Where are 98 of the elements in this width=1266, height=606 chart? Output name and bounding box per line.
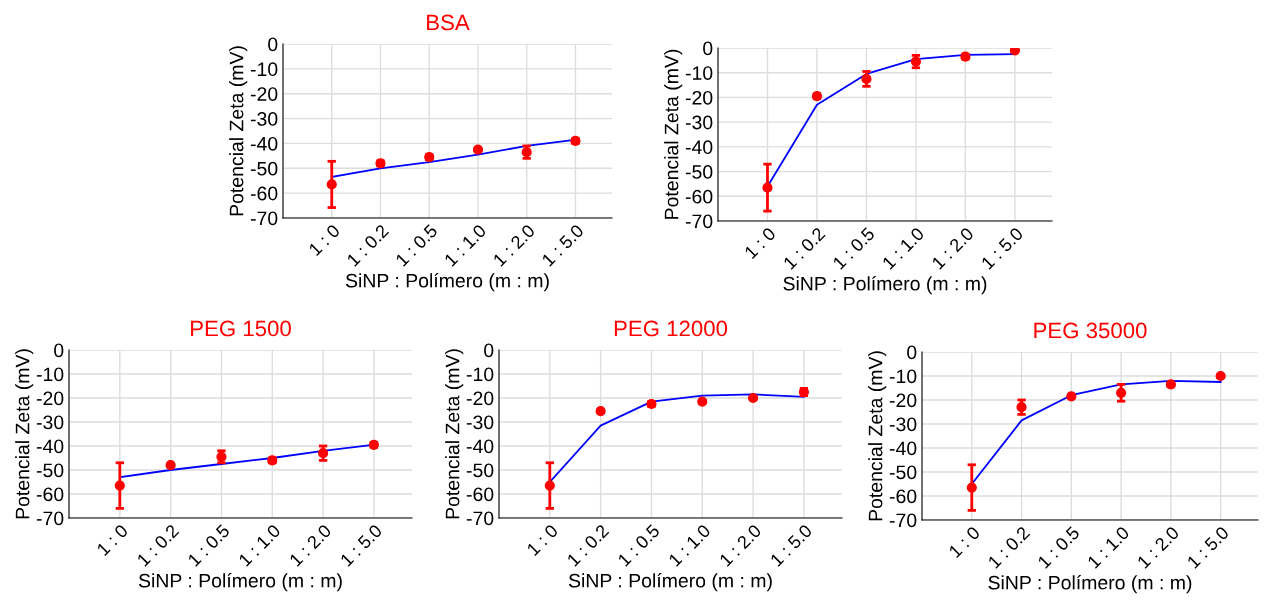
x-tick-label: 1 : 1.0 — [668, 523, 712, 567]
x-tick-label: 1 : 0.2 — [136, 523, 180, 567]
y-tick-label: -50 — [36, 463, 64, 478]
x-axis-title: SiNP : Polímero (m : m) — [138, 573, 342, 592]
y-tick-label: -10 — [466, 367, 494, 382]
y-tick-label: 0 — [54, 343, 64, 358]
chart-title: PEG 12000 — [614, 320, 728, 337]
point — [165, 460, 176, 471]
point — [1016, 402, 1027, 413]
x-tick-label: 1 : 5.0 — [541, 223, 585, 267]
y-tick-label: -30 — [250, 112, 278, 126]
y-tick-label: -20 — [36, 391, 64, 406]
x-tick-label: 1 : 0 — [96, 523, 129, 557]
x-tick-label: 1 : 5.0 — [769, 523, 813, 567]
y-tick-label: -40 — [889, 441, 917, 456]
x-tick-label: 1 : 1.0 — [443, 223, 487, 267]
y-tick-label: 0 — [907, 345, 917, 360]
y-axis-title: Potencial Zeta (mV) — [445, 349, 464, 519]
x-tick-label: 1 : 1.0 — [238, 523, 282, 567]
x-axis-title: SiNP : Polímero (m : m) — [568, 573, 772, 592]
y-axis-title: Potencial Zeta (mV) — [229, 46, 248, 216]
x-tick-label: 1 : 0 — [308, 223, 341, 257]
x-tick-label: 1 : 0.5 — [832, 226, 876, 270]
x-tick-label: 1 : 2.0 — [288, 523, 332, 567]
y-tick-label: -50 — [685, 165, 713, 179]
x-tick-label: 1 : 0 — [526, 523, 559, 557]
y-tick-label: -50 — [889, 465, 917, 480]
y-tick-label: -40 — [466, 439, 494, 454]
y-tick-label: -20 — [466, 391, 494, 406]
x-tick-label: 1 : 0.2 — [782, 226, 826, 270]
point — [317, 448, 329, 459]
x-tick-label: 1 : 0.5 — [395, 223, 439, 267]
x-tick-label: 1 : 5.0 — [339, 523, 383, 567]
y-tick-label: -70 — [250, 211, 278, 226]
x-tick-label: 1 : 5.0 — [1186, 525, 1230, 569]
point — [114, 480, 125, 491]
x-tick-label: 1 : 2.0 — [1136, 525, 1180, 569]
y-tick-label: -50 — [466, 463, 494, 478]
x-tick-label: 1 : 5.0 — [980, 226, 1024, 270]
y-tick-label: -40 — [250, 136, 278, 151]
x-tick-label: 1 : 2.0 — [492, 223, 536, 267]
y-tick-label: -30 — [36, 415, 64, 430]
point — [544, 480, 555, 491]
y-tick-label: -70 — [889, 513, 917, 528]
x-tick-label: 1 : 1.0 — [881, 226, 925, 270]
chart-title: PEG 1500 — [191, 320, 291, 337]
y-tick-label: -60 — [250, 186, 278, 201]
y-tick-label: -30 — [685, 115, 713, 130]
y-tick-label: -60 — [889, 489, 917, 504]
y-tick-label: -40 — [36, 439, 64, 454]
point — [1215, 370, 1226, 382]
x-tick-label: 1 : 0.5 — [1037, 525, 1081, 569]
y-tick-label: 0 — [268, 37, 278, 52]
point — [1116, 387, 1127, 398]
y-tick-label: -30 — [466, 415, 494, 430]
x-tick-label: 1 : 2.0 — [718, 523, 762, 567]
point — [1066, 391, 1077, 402]
y-tick-label: -70 — [36, 511, 64, 526]
point — [966, 482, 977, 493]
x-axis-title: SiNP : Polímero (m : m) — [783, 276, 987, 295]
y-tick-label: -60 — [685, 189, 713, 204]
y-tick-label: -50 — [250, 161, 278, 176]
chart-title: BSA — [427, 14, 470, 31]
x-tick-label: 1 : 0.2 — [987, 525, 1031, 569]
y-axis-title: Potencial Zeta (mV) — [868, 351, 887, 521]
x-tick-label: 1 : 0 — [743, 226, 777, 260]
x-axis-title: SiNP : Polímero (m : m) — [345, 273, 549, 292]
x-tick-label: 1 : 2.0 — [931, 226, 975, 270]
x-axis-title: SiNP : Polímero (m : m) — [988, 575, 1192, 594]
y-tick-label: -40 — [685, 140, 713, 155]
x-tick-label: 1 : 0 — [948, 525, 981, 559]
point — [595, 406, 606, 417]
y-tick-label: -20 — [250, 87, 278, 101]
x-tick-label: 1 : 0.2 — [346, 223, 390, 267]
y-tick-label: -10 — [250, 62, 278, 77]
y-tick-label: 0 — [703, 41, 713, 56]
x-tick-label: 1 : 0.5 — [187, 523, 231, 567]
y-tick-label: -60 — [36, 487, 64, 502]
y-tick-label: -20 — [889, 393, 917, 408]
y-tick-label: -10 — [685, 66, 713, 80]
y-tick-label: -60 — [466, 487, 494, 502]
x-tick-label: 1 : 1.0 — [1086, 525, 1130, 569]
y-axis-title: Potencial Zeta (mV) — [15, 349, 34, 519]
point — [762, 182, 773, 193]
y-tick-label: -10 — [36, 367, 64, 382]
point — [697, 396, 708, 407]
y-axis-title: Potencial Zeta (mV) — [664, 49, 683, 219]
y-tick-label: -10 — [889, 369, 917, 384]
y-tick-label: -70 — [685, 214, 713, 229]
chart-title: PEG 35000 — [1034, 322, 1147, 339]
x-tick-label: 1 : 0.2 — [566, 523, 610, 567]
y-tick-label: -30 — [889, 417, 917, 432]
y-tick-label: -20 — [685, 90, 713, 105]
point — [861, 73, 872, 84]
x-tick-label: 1 : 0.5 — [617, 523, 661, 567]
y-tick-label: 0 — [484, 343, 494, 358]
y-tick-label: -70 — [466, 511, 494, 526]
point — [326, 179, 337, 190]
